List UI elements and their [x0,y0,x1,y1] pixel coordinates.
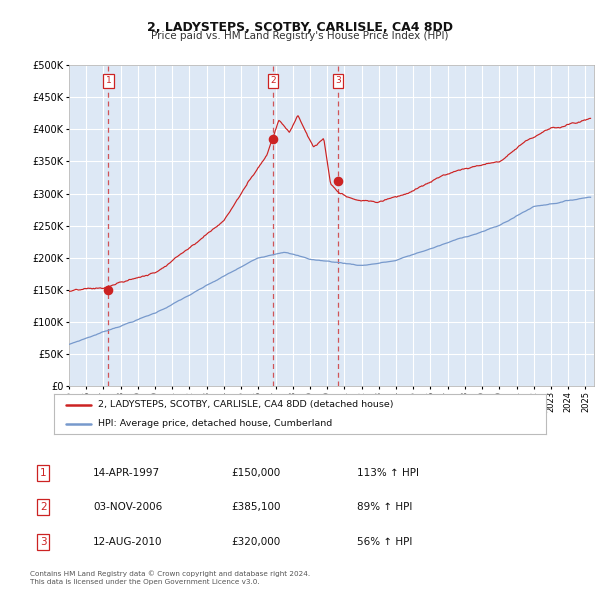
Text: 113% ↑ HPI: 113% ↑ HPI [357,468,419,478]
Text: 2, LADYSTEPS, SCOTBY, CARLISLE, CA4 8DD: 2, LADYSTEPS, SCOTBY, CARLISLE, CA4 8DD [147,21,453,34]
Text: 2: 2 [270,77,275,86]
Text: HPI: Average price, detached house, Cumberland: HPI: Average price, detached house, Cumb… [98,419,332,428]
Text: 03-NOV-2006: 03-NOV-2006 [93,503,162,512]
Text: £150,000: £150,000 [231,468,280,478]
Text: 2: 2 [40,503,47,512]
Point [268,134,278,143]
Text: 1: 1 [40,468,47,478]
Text: £320,000: £320,000 [231,537,280,546]
Text: This data is licensed under the Open Government Licence v3.0.: This data is licensed under the Open Gov… [30,579,260,585]
Text: 3: 3 [40,537,47,546]
Point [333,176,343,185]
Text: £385,100: £385,100 [231,503,281,512]
Text: 89% ↑ HPI: 89% ↑ HPI [357,503,412,512]
Text: 1: 1 [106,77,111,86]
Text: 12-AUG-2010: 12-AUG-2010 [93,537,163,546]
Text: 2, LADYSTEPS, SCOTBY, CARLISLE, CA4 8DD (detached house): 2, LADYSTEPS, SCOTBY, CARLISLE, CA4 8DD … [98,400,394,409]
Text: 14-APR-1997: 14-APR-1997 [93,468,160,478]
Text: 3: 3 [335,77,341,86]
Text: Price paid vs. HM Land Registry's House Price Index (HPI): Price paid vs. HM Land Registry's House … [151,31,449,41]
Text: 56% ↑ HPI: 56% ↑ HPI [357,537,412,546]
Point [104,286,113,295]
Text: Contains HM Land Registry data © Crown copyright and database right 2024.: Contains HM Land Registry data © Crown c… [30,571,310,577]
